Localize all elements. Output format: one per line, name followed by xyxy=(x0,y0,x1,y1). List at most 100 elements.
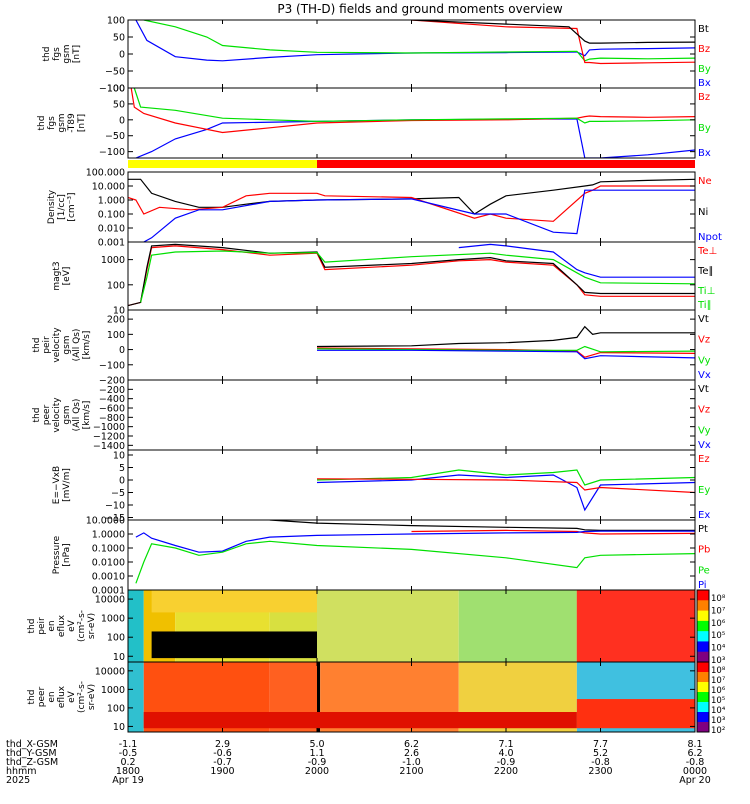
series-line-efield-2 xyxy=(316,478,695,494)
y-axis-label: [nT] xyxy=(77,114,87,132)
y-axis-label: [cm⁻³] xyxy=(67,192,77,221)
time-axis-value: -0.8 xyxy=(686,757,705,768)
status-bar-segment-0 xyxy=(128,160,317,168)
time-axis-value: 2100 xyxy=(399,766,423,777)
legend-label: Pi xyxy=(698,580,707,591)
y-axis-label: velocity xyxy=(52,327,62,363)
y-axis-label: [km/s] xyxy=(82,401,92,430)
y-tick-label: −200 xyxy=(99,376,125,387)
y-tick-label: −1000 xyxy=(93,422,125,433)
y-tick-label: 50 xyxy=(113,99,125,110)
series-line-temp-1 xyxy=(128,243,695,307)
y-axis-label: eflux xyxy=(57,685,67,708)
y-tick-label: 0.001 xyxy=(98,238,125,249)
y-axis-label: en xyxy=(47,691,57,702)
y-tick-label: 10 xyxy=(113,722,125,733)
colorbar-tick-label: 10⁷ xyxy=(711,676,726,686)
y-axis-label: fgs xyxy=(47,116,57,130)
colorbar-tick-label: 10⁷ xyxy=(711,606,726,616)
colorbar-frame xyxy=(696,661,710,733)
series-line-density-1 xyxy=(128,185,695,222)
colorbar-cell-0 xyxy=(697,590,709,601)
time-axis-value: 5.0 xyxy=(309,739,324,750)
colorbar-cell-3 xyxy=(697,692,709,703)
legend-label: Vx xyxy=(698,370,711,381)
colorbar-cell-4 xyxy=(697,702,709,713)
y-tick-label: 100 xyxy=(107,16,125,27)
time-axis-value: -1.0 xyxy=(402,757,421,768)
legend-label: By xyxy=(698,64,711,75)
time-axis-value: 2.6 xyxy=(404,748,419,759)
panel-frame xyxy=(127,87,696,159)
y-tick-label: −100 xyxy=(99,360,125,371)
panel-temp: Te⊥ Te∥ Ti⊥ Ti∥ 1000 100 10 magt3 [eV] xyxy=(52,241,717,317)
y-tick-label: 100.000 xyxy=(86,168,125,179)
time-axis-row-label: thd_Y-GSM xyxy=(6,748,57,759)
time-axis-value: -0.6 xyxy=(213,748,232,759)
colorbar-cell-0 xyxy=(697,662,709,673)
y-tick-label: 0.0010 xyxy=(92,572,125,583)
series-line-density-2 xyxy=(143,189,695,242)
y-axis-label: E=−VxB xyxy=(52,466,62,504)
colorbar-tick-label: 10⁵ xyxy=(711,631,725,641)
time-axis-value: Apr 20 xyxy=(679,775,711,786)
colorbar-tick-label: 10⁶ xyxy=(711,619,726,629)
legend-label: Ti∥ xyxy=(697,300,712,311)
colorbar-tick-label: 10⁸ xyxy=(711,666,726,676)
y-axis-label: en xyxy=(47,620,57,631)
legend-label: Pt xyxy=(698,524,708,535)
y-axis-label: [1/cc] xyxy=(57,194,67,220)
series-line-density-0 xyxy=(128,178,695,215)
series-line-temp-3 xyxy=(458,243,695,278)
y-tick-label: −50 xyxy=(105,67,125,78)
legend-label: Vy xyxy=(698,425,711,436)
y-tick-label: 10 xyxy=(113,306,125,317)
time-axis-value: 5.2 xyxy=(593,748,608,759)
y-axis-label: (cm²-s- xyxy=(77,681,87,713)
spectrogram-peer_flux xyxy=(128,662,695,732)
colorbar-tick-label: 10⁵ xyxy=(711,696,725,706)
legend-label: Vy xyxy=(698,355,711,366)
time-axis-row-label: thd_X-GSM xyxy=(6,739,58,750)
y-axis-label: (All Qs) xyxy=(72,399,82,432)
y-tick-label: 1.0000 xyxy=(92,530,125,541)
panel-fgs: Bt Bz By Bx 100 50 0 −50 −100 thd fgs gsm [nT] xyxy=(42,16,711,95)
y-tick-label: 100 xyxy=(107,633,125,644)
y-tick-label: 200 xyxy=(107,315,125,326)
y-axis-label: (All Qs) xyxy=(72,329,82,362)
panel-frame xyxy=(127,309,696,381)
colorbar-cell-5 xyxy=(697,641,709,653)
legend-label: Te⊥ xyxy=(697,246,717,257)
y-tick-label: −600 xyxy=(99,404,125,415)
time-axis-value: -0.8 xyxy=(591,757,610,768)
y-tick-label: 10 xyxy=(113,652,125,663)
spectrogram-peir_flux xyxy=(128,590,695,662)
y-tick-label: −15 xyxy=(105,513,125,524)
series-line-peir_vel-3 xyxy=(317,349,695,360)
time-axis-value: 8.1 xyxy=(687,739,702,750)
series-line-fgs_t89-1 xyxy=(130,88,695,134)
y-tick-label: −1400 xyxy=(93,441,125,452)
series-line-fgs_t89-2 xyxy=(133,88,695,124)
time-axis-value: 0000 xyxy=(683,766,707,777)
y-axis-label: sr-eV) xyxy=(87,684,97,710)
y-tick-label: 0.010 xyxy=(98,224,125,235)
y-tick-label: 0 xyxy=(119,115,125,126)
legend-label: Vx xyxy=(698,440,711,451)
series-line-fgs-0 xyxy=(135,20,695,62)
spectro-band-5 xyxy=(458,590,577,662)
y-tick-label: 100 xyxy=(107,330,125,341)
y-tick-label: 10.0000 xyxy=(86,516,125,527)
spectro-upper xyxy=(151,590,317,613)
colorbar-cell-4 xyxy=(697,631,709,642)
status-bar-segment-1 xyxy=(317,160,695,168)
y-tick-label: 100 xyxy=(107,703,125,714)
colorbar-tick-label: 10² xyxy=(711,726,725,736)
y-tick-label: −400 xyxy=(99,394,125,405)
legend-label: By xyxy=(698,123,711,134)
y-axis-label: thd xyxy=(37,116,47,131)
y-tick-label: 1000 xyxy=(101,614,125,625)
y-axis-label: [km/s] xyxy=(82,331,92,360)
y-axis-label: gsm xyxy=(62,335,72,354)
